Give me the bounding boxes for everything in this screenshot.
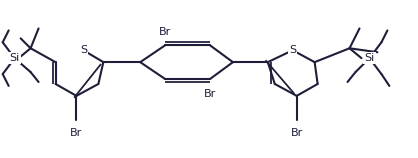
Text: S: S bbox=[289, 45, 296, 55]
Text: Si: Si bbox=[10, 53, 20, 63]
Text: Si: Si bbox=[364, 53, 375, 63]
Text: Br: Br bbox=[70, 128, 83, 138]
Text: Br: Br bbox=[159, 27, 171, 37]
Text: S: S bbox=[80, 45, 87, 55]
Text: Br: Br bbox=[291, 128, 303, 138]
Text: Br: Br bbox=[204, 89, 216, 99]
